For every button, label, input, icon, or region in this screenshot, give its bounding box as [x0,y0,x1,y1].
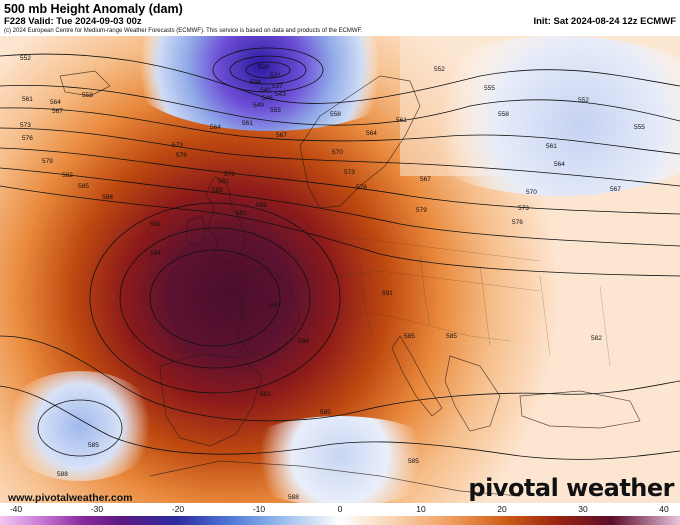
height-anomaly-map: 552 528 531 534 537 540 543 546 549 555 … [0,36,680,503]
contour-label: 591 [382,290,393,297]
contour-label: 567 [276,132,287,139]
contour-label: 558 [498,111,509,118]
contour-label: 582 [218,178,229,185]
contour-label: 573 [518,205,529,212]
map-title: 500 mb Height Anomaly (dam) [4,2,183,16]
contour-label: 588 [57,471,68,478]
contour-label: 585 [446,333,457,340]
contour-label: 561 [242,120,253,127]
contour-label: 588 [102,194,113,201]
contour-label: 546 [262,95,273,102]
colorbar-tick-label: 30 [578,504,588,514]
coastlines [59,70,641,497]
contour-label: 579 [224,171,235,178]
header: 500 mb Height Anomaly (dam) F228 Valid: … [0,0,680,36]
contour-label: 585 [78,183,89,190]
contour-label: 588 [256,202,267,209]
contour-label: 576 [176,152,187,159]
colorbar-tick-label: -40 [9,504,23,514]
contour-label: 594 [298,338,309,345]
colorbar-tick-label: 0 [337,504,343,514]
colorbar-tick-label: 20 [497,504,507,514]
contour-label: 567 [52,108,63,115]
contour-labels: 552 528 531 534 537 540 543 546 549 555 … [20,55,645,501]
contour-label: 582 [62,172,73,179]
contour-label: 591 [150,221,161,228]
copyright-text: (c) 2024 European Centre for Medium-rang… [4,28,363,34]
contour-label: 570 [526,189,537,196]
contour-label: 573 [344,169,355,176]
colorbar-tick-label: -30 [90,504,104,514]
contour-label: 585 [404,333,415,340]
height-contours [0,47,680,460]
contour-label: 561 [396,117,407,124]
contour-label: 570 [332,149,343,156]
contour-label: 543 [275,91,286,98]
colorbar-tick-label: -20 [171,504,185,514]
contour-label: 561 [22,96,33,103]
map-svg: 552 528 531 534 537 540 543 546 549 555 … [0,36,680,503]
contour-label: 540 [260,87,271,94]
contour-label: 564 [554,161,565,168]
contour-label: 561 [546,143,557,150]
contour-label: 576 [22,135,33,142]
contour-label: 549 [253,102,264,109]
contour-label: 573 [172,142,183,149]
country-borders [299,235,611,367]
contour-label: 564 [366,130,377,137]
contour-label: 567 [420,176,431,183]
contour-label: 537 [272,83,283,90]
contour-label: 579 [416,207,427,214]
contour-label: 555 [270,107,281,114]
colorbar-gradient [0,516,680,525]
contour-label: 576 [356,184,367,191]
init-time: Init: Sat 2024-08-24 12z ECMWF [533,16,676,27]
contour-label: 582 [591,335,602,342]
contour-label: 573 [20,122,31,129]
contour-label: 585 [408,458,419,465]
anomaly-field-cold-southwest [0,371,160,481]
contour-label: 552 [434,66,445,73]
colorbar-ticks: -40 -30 -20 -10 0 10 20 30 40 [0,504,680,514]
contour-label: 555 [484,85,495,92]
anomaly-field-cold-south [230,416,450,503]
brand-logo: pivotal weather [468,474,674,502]
contour-label: 597 [270,302,281,309]
contour-label: 576 [512,219,523,226]
contour-label: 552 [578,97,589,104]
contour-label: 588 [288,494,299,501]
contour-label: 552 [20,55,31,62]
contour-label: 594 [150,250,161,257]
contour-label: 585 [320,409,331,416]
contour-label: 564 [210,124,221,131]
contour-label: 558 [82,92,93,99]
colorbar: -40 -30 -20 -10 0 10 20 30 40 [0,504,680,525]
contour-label: 585 [212,187,223,194]
colorbar-tick-label: 40 [659,504,669,514]
colorbar-tick-label: 10 [416,504,426,514]
valid-time: F228 Valid: Tue 2024-09-03 00z [4,16,142,27]
contour-label: 591 [236,210,247,217]
contour-label: 579 [42,158,53,165]
website-credit: www.pivotalweather.com [8,492,133,504]
contour-label: 558 [330,111,341,118]
contour-label: 528 [258,64,269,71]
contour-label: 585 [88,442,99,449]
contour-label: 555 [634,124,645,131]
contour-label: 534 [250,79,261,86]
contour-label: 564 [50,99,61,106]
contour-label: 531 [270,72,281,79]
anomaly-field-cold-northeast [390,36,680,196]
contour-label: 591 [260,391,271,398]
contour-label: 567 [610,186,621,193]
colorbar-tick-label: -10 [252,504,266,514]
